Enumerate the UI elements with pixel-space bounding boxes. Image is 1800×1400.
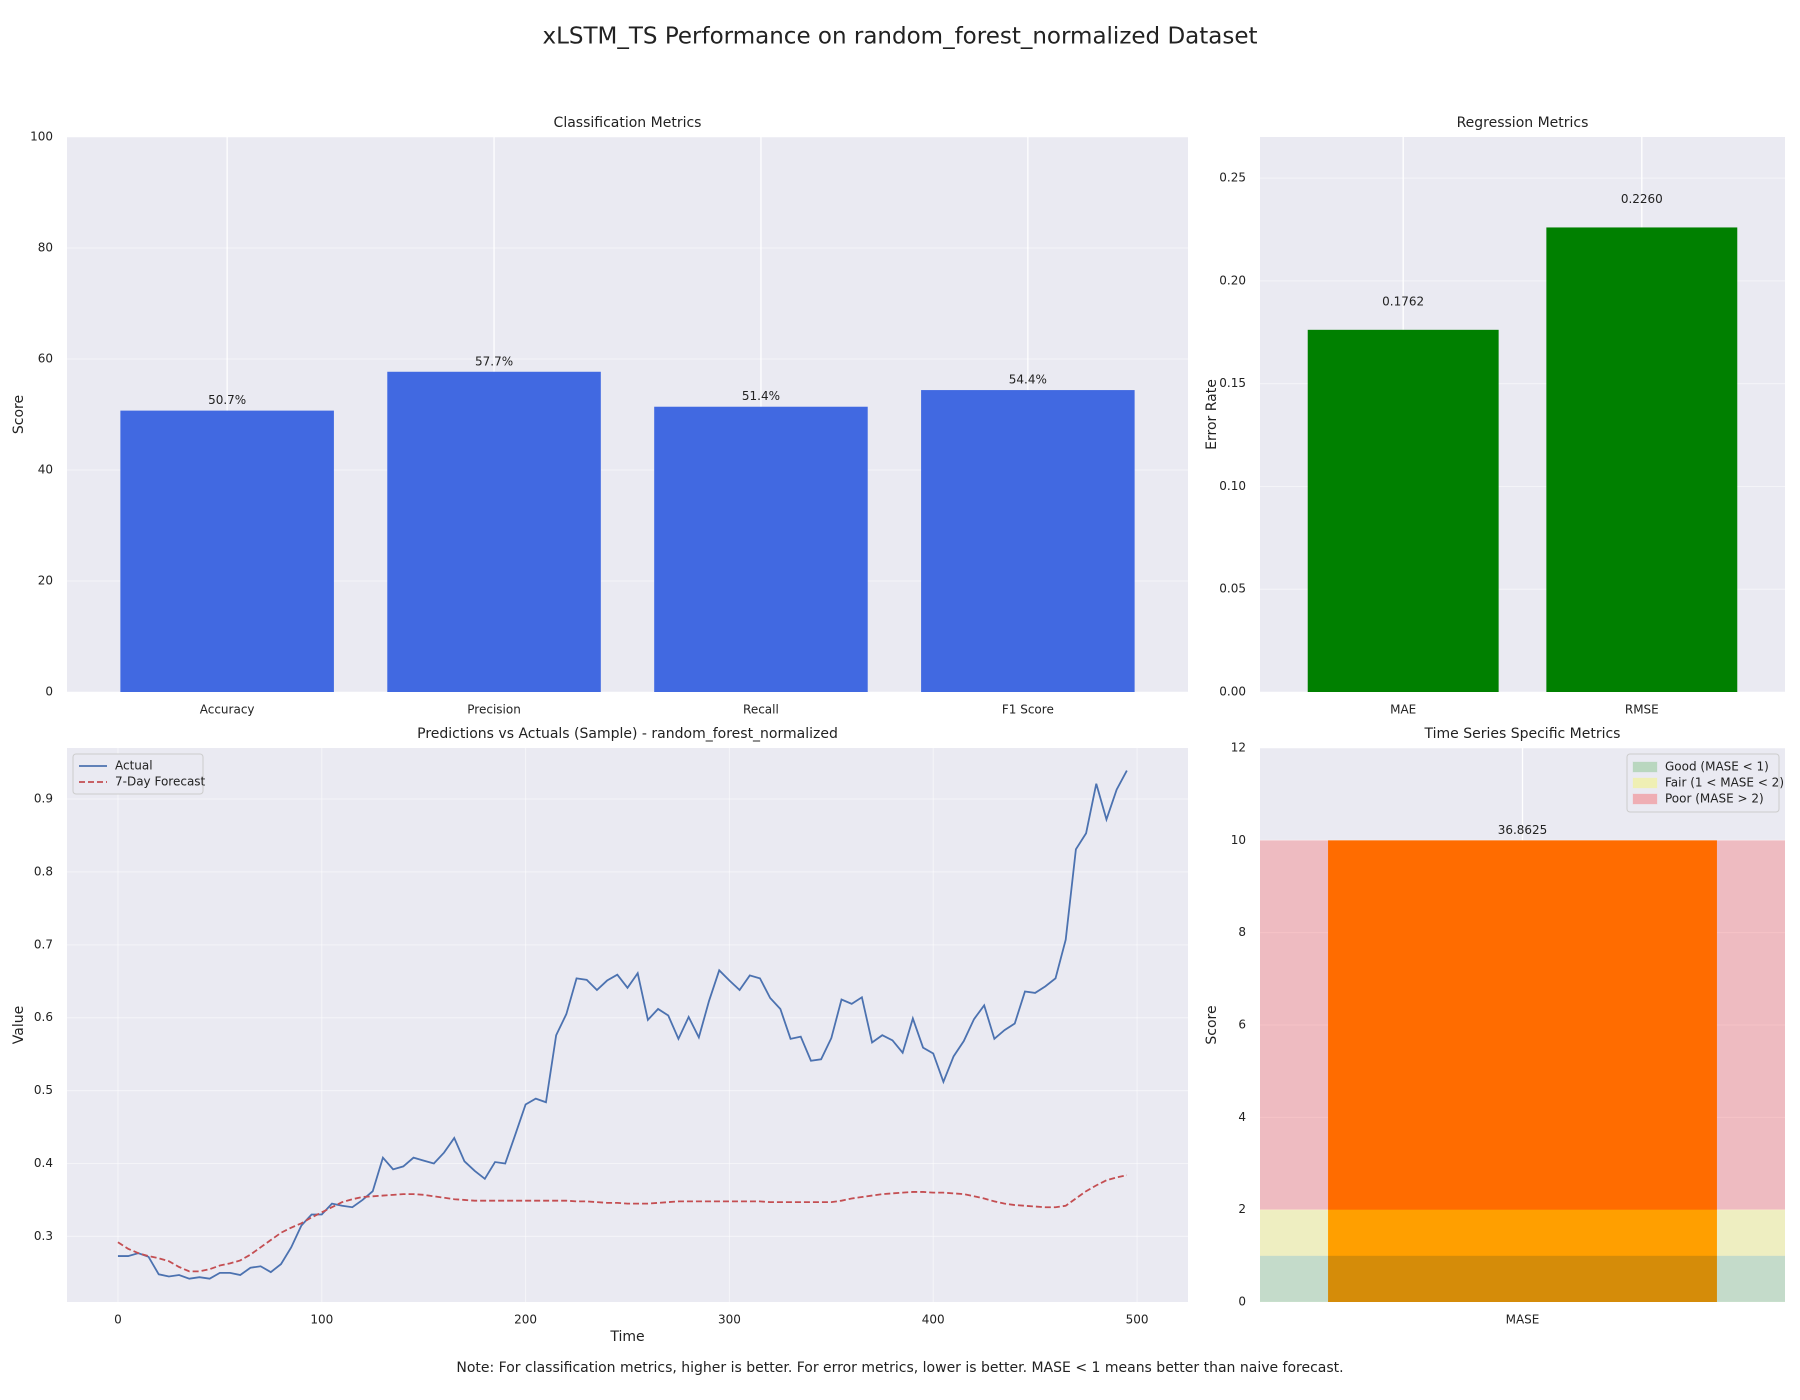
x-tick-label: RMSE (1625, 703, 1659, 717)
value-label: 50.7% (208, 393, 246, 407)
legend-swatch (1632, 761, 1658, 773)
y-tick-label: 0.9 (34, 792, 53, 806)
subplot: 0 20 40 60 80 100 Classification Metrics Score A… (11, 115, 1188, 717)
x-tick-label: MAE (1390, 703, 1416, 717)
y-tick-label: 0.5 (34, 1083, 53, 1097)
bar (1546, 227, 1738, 692)
legend-swatch (1632, 777, 1658, 789)
y-tick-label: 20 (38, 574, 53, 588)
y-tick-label: 0.10 (1219, 479, 1246, 493)
y-tick-label: 0.05 (1219, 582, 1246, 596)
legend-label: Actual (115, 759, 153, 773)
subplot: 0 2 4 6 8 10 12 Time Series Specific Metrics Sco… (1204, 726, 1785, 1327)
x-tick-label: Precision (467, 703, 521, 717)
subplot: 0.00 0.05 0.10 0.15 0.20 0.25 Regression Metri… (1204, 115, 1785, 717)
y-tick-label: 6 (1238, 1018, 1246, 1032)
y-tick-label: 60 (38, 352, 53, 366)
y-axis-label: Error Rate (1204, 379, 1220, 450)
series-line (117, 770, 1128, 1280)
y-tick-label: 80 (38, 241, 53, 255)
x-tick-label: 500 (1126, 1313, 1149, 1327)
bar (387, 371, 601, 692)
figure-title: xLSTM_TS Performance on random_forest_no… (542, 24, 1257, 50)
y-tick-label: 100 (30, 130, 53, 144)
x-tick-label: 200 (514, 1313, 537, 1327)
y-tick-label: 0.15 (1219, 376, 1246, 390)
subplot-title: Predictions vs Actuals (Sample) - random… (417, 726, 838, 742)
y-tick-label: 4 (1238, 1110, 1246, 1124)
x-tick-label: 400 (922, 1313, 945, 1327)
y-tick-label: 12 (1231, 741, 1246, 755)
value-label: 36.8625 (1498, 823, 1548, 837)
y-tick-label: 0.25 (1219, 171, 1246, 185)
footnote: Note: For classification metrics, higher… (456, 1360, 1343, 1376)
threshold-band (1260, 840, 1785, 1210)
plot-background (67, 748, 1188, 1302)
y-tick-label: 0.8 (34, 864, 53, 878)
x-axis-label: Time (609, 1329, 644, 1345)
x-tick-label: 0 (114, 1313, 122, 1327)
subplot-title: Regression Metrics (1457, 115, 1589, 131)
y-tick-label: 0.20 (1219, 273, 1246, 287)
value-label: 0.1762 (1382, 294, 1424, 308)
y-tick-label: 0.7 (34, 937, 53, 951)
subplot-title: Time Series Specific Metrics (1424, 726, 1621, 742)
legend-label: Fair (1 < MASE < 2) (1665, 776, 1784, 790)
legend-box (72, 753, 204, 795)
bar (1328, 840, 1717, 1302)
value-label: 51.4% (742, 389, 780, 403)
bar (921, 390, 1135, 692)
y-axis-label: Value (11, 1006, 27, 1044)
y-axis-label: Score (1204, 1005, 1220, 1044)
series-line (117, 1174, 1128, 1273)
y-tick-label: 0.4 (34, 1156, 53, 1170)
y-axis-label: Score (11, 395, 27, 434)
y-tick-label: 0.6 (34, 1010, 53, 1024)
y-tick-label: 40 (38, 463, 53, 477)
x-tick-label: 300 (718, 1313, 741, 1327)
legend-label: Good (MASE < 1) (1665, 760, 1769, 774)
y-tick-label: 0 (45, 685, 53, 699)
y-tick-label: 0.3 (34, 1229, 53, 1243)
subplot-title: Classification Metrics (554, 115, 702, 131)
x-tick-label: Accuracy (200, 703, 255, 717)
x-tick-label: MASE (1506, 1313, 1540, 1327)
bar (654, 406, 868, 692)
threshold-band (1260, 1255, 1785, 1302)
y-tick-label: 8 (1238, 925, 1246, 939)
y-tick-label: 10 (1231, 833, 1246, 847)
legend-box (1626, 753, 1780, 813)
value-label: 0.2260 (1621, 192, 1663, 206)
legend-label: 7-Day Forecast (115, 775, 206, 789)
value-label: 57.7% (475, 354, 513, 368)
value-label: 54.4% (1009, 373, 1047, 387)
bar (120, 410, 334, 692)
legend-swatch (1632, 793, 1658, 805)
y-tick-label: 0 (1238, 1295, 1246, 1309)
y-tick-label: 2 (1238, 1202, 1246, 1216)
subplot: 0.3 0.4 0.5 0.6 0.7 0.8 0.9 Predictions vs Actu… (11, 726, 1188, 1345)
threshold-band (1260, 1209, 1785, 1256)
y-tick-label: 0.00 (1219, 685, 1246, 699)
x-tick-label: F1 Score (1002, 703, 1054, 717)
bar (1307, 329, 1499, 692)
x-tick-label: 100 (310, 1313, 333, 1327)
legend-label: Poor (MASE > 2) (1665, 792, 1764, 806)
x-tick-label: Recall (743, 703, 779, 717)
